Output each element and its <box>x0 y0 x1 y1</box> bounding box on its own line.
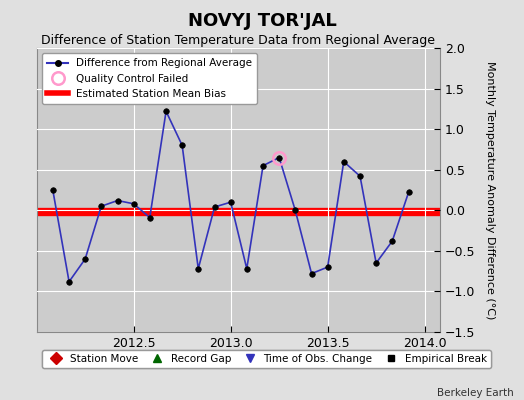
Title: Difference of Station Temperature Data from Regional Average: Difference of Station Temperature Data f… <box>41 34 435 47</box>
Legend: Station Move, Record Gap, Time of Obs. Change, Empirical Break: Station Move, Record Gap, Time of Obs. C… <box>42 350 491 368</box>
Text: Berkeley Earth: Berkeley Earth <box>437 388 514 398</box>
Text: NOVYJ TOR'JAL: NOVYJ TOR'JAL <box>188 12 336 30</box>
Y-axis label: Monthly Temperature Anomaly Difference (°C): Monthly Temperature Anomaly Difference (… <box>485 61 495 319</box>
